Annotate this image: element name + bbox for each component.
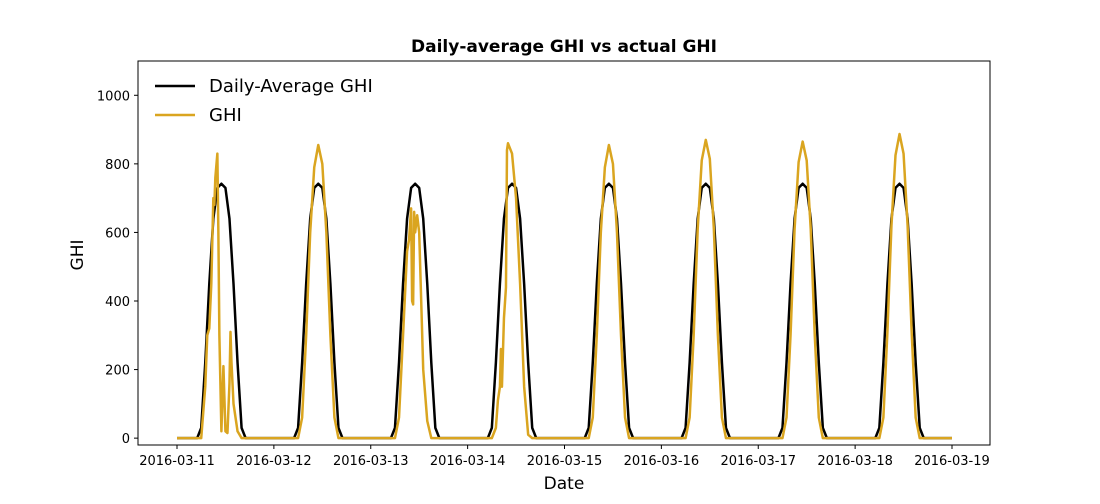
legend: Daily-Average GHI GHI	[155, 76, 373, 126]
x-tick-label: 2016-03-13	[333, 454, 409, 469]
x-tick-label: 2016-03-19	[914, 454, 990, 469]
chart-title: Daily-average GHI vs actual GHI	[411, 37, 717, 57]
series-line-ghi	[177, 132, 952, 440]
legend-label-ghi: GHI	[209, 105, 242, 126]
series-layer	[177, 132, 952, 440]
x-tick-label: 2016-03-18	[817, 454, 893, 469]
y-tick-label: 1000	[97, 89, 130, 104]
y-tick-label: 400	[105, 295, 130, 310]
x-tick-label: 2016-03-12	[236, 454, 312, 469]
x-tick-label: 2016-03-16	[624, 454, 700, 469]
x-tick-label: 2016-03-14	[430, 454, 506, 469]
y-tick-label: 600	[105, 226, 130, 241]
y-axis: 0 200 400 600 800 1000	[97, 89, 138, 447]
x-axis-label: Date	[544, 474, 585, 494]
y-tick-label: 0	[122, 432, 130, 447]
series-line-daily-average-ghi	[177, 182, 952, 440]
x-tick-label: 2016-03-15	[527, 454, 603, 469]
legend-label-daily-average: Daily-Average GHI	[209, 76, 373, 97]
x-tick-label: 2016-03-17	[720, 454, 796, 469]
x-axis: 2016-03-11 2016-03-12 2016-03-13 2016-03-14…	[139, 445, 990, 469]
x-tick-label: 2016-03-11	[139, 454, 215, 469]
y-tick-label: 800	[105, 158, 130, 173]
plot-area-frame	[137, 60, 991, 446]
y-axis-label: GHI	[68, 240, 88, 271]
y-tick-label: 200	[105, 364, 130, 379]
